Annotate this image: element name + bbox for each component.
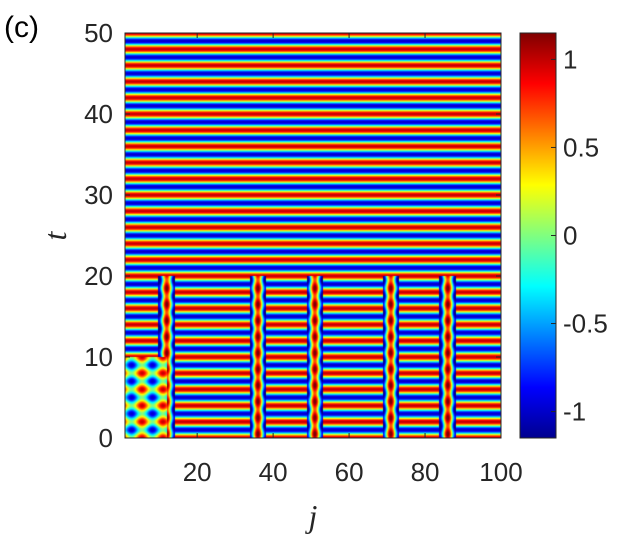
x-tick-label: 40 (259, 457, 288, 487)
colorbar-tick-label: -1 (563, 397, 586, 427)
x-axis-label: j (305, 498, 318, 534)
colorbar-ticks: -1 -0.5 0 0.5 1 (551, 44, 608, 427)
y-axis-ticks: 0 10 20 30 40 50 (84, 18, 501, 453)
heatmap-plot-area (124, 32, 502, 439)
x-tick-label: 80 (411, 457, 440, 487)
colorbar (519, 32, 557, 439)
y-axis-label: t (37, 230, 73, 240)
heatmap-image (125, 33, 501, 438)
colorbar-tick-label: -0.5 (563, 309, 608, 339)
y-tick-label: 30 (84, 180, 113, 210)
colorbar-gradient (519, 32, 557, 439)
colorbar-tick-label: 0 (563, 221, 577, 251)
x-tick-label: 20 (183, 457, 212, 487)
y-tick-label: 50 (84, 18, 113, 48)
x-tick-label: 100 (479, 457, 522, 487)
panel-label: (c) (4, 11, 39, 44)
plot-frame (124, 32, 502, 439)
y-tick-label: 20 (84, 261, 113, 291)
colorbar-tick-label: 0.5 (563, 132, 599, 162)
x-axis-ticks: 20 40 60 80 100 (183, 33, 523, 487)
colorbar-tick-label: 1 (563, 44, 577, 74)
x-tick-label: 60 (335, 457, 364, 487)
y-tick-label: 10 (84, 342, 113, 372)
y-tick-label: 40 (84, 99, 113, 129)
y-tick-label: 0 (99, 423, 113, 453)
